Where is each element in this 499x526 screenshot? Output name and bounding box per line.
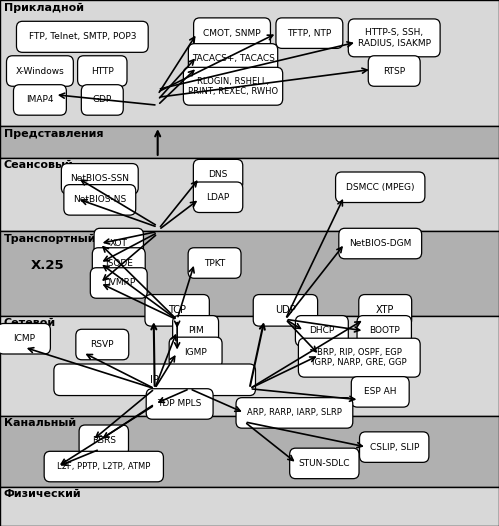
- FancyBboxPatch shape: [146, 389, 213, 419]
- Text: Транспортный: Транспортный: [4, 234, 96, 244]
- Text: RSVP: RSVP: [90, 340, 114, 349]
- Text: TFTP, NTP: TFTP, NTP: [287, 28, 331, 38]
- Text: RTSP: RTSP: [383, 66, 405, 76]
- Text: GDP: GDP: [93, 95, 112, 105]
- FancyBboxPatch shape: [194, 18, 270, 48]
- Text: RSRS: RSRS: [92, 436, 116, 445]
- FancyBboxPatch shape: [194, 182, 243, 213]
- Text: FTP, Telnet, SMTP, POP3: FTP, Telnet, SMTP, POP3: [28, 32, 136, 42]
- Bar: [0, 316, 499, 416]
- Text: Сеансовый: Сеансовый: [4, 160, 74, 170]
- Text: NetBIOS-SSN: NetBIOS-SSN: [70, 174, 129, 184]
- Text: TCP: TCP: [168, 305, 186, 316]
- Bar: [0, 416, 499, 487]
- Text: XTP: XTP: [376, 305, 394, 316]
- FancyBboxPatch shape: [61, 164, 138, 194]
- FancyBboxPatch shape: [44, 451, 164, 482]
- FancyBboxPatch shape: [339, 228, 422, 259]
- FancyBboxPatch shape: [348, 19, 440, 57]
- Text: DSMCC (MPEG): DSMCC (MPEG): [346, 183, 415, 192]
- Text: BOOTP: BOOTP: [369, 326, 400, 336]
- Bar: [0, 0, 499, 126]
- FancyBboxPatch shape: [169, 337, 222, 368]
- FancyBboxPatch shape: [94, 228, 143, 259]
- FancyBboxPatch shape: [295, 316, 348, 346]
- Text: IMAP4: IMAP4: [26, 95, 54, 105]
- FancyBboxPatch shape: [188, 248, 241, 278]
- Text: ARP, RARP, IARP, SLRP: ARP, RARP, IARP, SLRP: [247, 408, 342, 418]
- Text: ISODE: ISODE: [105, 258, 133, 268]
- Text: UDP: UDP: [275, 305, 296, 316]
- FancyBboxPatch shape: [368, 56, 420, 86]
- Text: Прикладной: Прикладной: [4, 3, 84, 13]
- FancyBboxPatch shape: [357, 316, 411, 346]
- FancyBboxPatch shape: [253, 295, 317, 326]
- Text: STUN-SDLC: STUN-SDLC: [298, 459, 350, 468]
- FancyBboxPatch shape: [236, 398, 353, 428]
- FancyBboxPatch shape: [76, 329, 129, 360]
- FancyBboxPatch shape: [64, 185, 136, 215]
- Text: TPKT: TPKT: [204, 258, 225, 268]
- Text: Физический: Физический: [4, 489, 82, 499]
- FancyBboxPatch shape: [90, 268, 147, 298]
- Text: DNS: DNS: [209, 170, 228, 179]
- Text: X.25: X.25: [30, 259, 64, 272]
- Text: DVMRP: DVMRP: [103, 278, 135, 288]
- FancyBboxPatch shape: [92, 248, 145, 278]
- Text: X-Windows: X-Windows: [15, 66, 64, 76]
- FancyBboxPatch shape: [194, 159, 243, 190]
- Text: NetBIOS-DGM: NetBIOS-DGM: [349, 239, 411, 248]
- Text: ESP AH: ESP AH: [364, 387, 397, 397]
- Text: ICMP: ICMP: [13, 334, 35, 343]
- Text: CSLIP, SLIP: CSLIP, SLIP: [370, 442, 419, 452]
- Text: BRP, RIP, OSPF, EGP
IGRP, NARP, GRE, GGP: BRP, RIP, OSPF, EGP IGRP, NARP, GRE, GGP: [312, 348, 407, 367]
- Text: Сетевой: Сетевой: [4, 318, 56, 328]
- Text: HTTP: HTTP: [91, 66, 114, 76]
- FancyBboxPatch shape: [188, 44, 277, 74]
- FancyBboxPatch shape: [81, 85, 123, 115]
- Bar: [0, 231, 499, 316]
- Text: XOT: XOT: [110, 239, 128, 248]
- FancyBboxPatch shape: [145, 295, 210, 326]
- Text: DHCP: DHCP: [309, 326, 334, 336]
- FancyBboxPatch shape: [16, 21, 148, 52]
- Text: RLOGIN, RSHELL,
PRINT, REXEC, RWHO: RLOGIN, RSHELL, PRINT, REXEC, RWHO: [188, 77, 278, 96]
- FancyBboxPatch shape: [184, 67, 282, 105]
- Text: TACACS+, TACACS: TACACS+, TACACS: [192, 54, 274, 64]
- FancyBboxPatch shape: [289, 448, 359, 479]
- FancyBboxPatch shape: [351, 377, 409, 407]
- FancyBboxPatch shape: [13, 85, 66, 115]
- Text: PIM: PIM: [188, 326, 204, 336]
- FancyBboxPatch shape: [335, 172, 425, 203]
- FancyBboxPatch shape: [54, 364, 255, 396]
- Bar: [0, 126, 499, 158]
- FancyBboxPatch shape: [359, 295, 412, 326]
- FancyBboxPatch shape: [79, 425, 128, 456]
- Text: IGMP: IGMP: [184, 348, 207, 357]
- FancyBboxPatch shape: [276, 18, 343, 48]
- FancyBboxPatch shape: [0, 323, 50, 354]
- Text: NetBIOS-NS: NetBIOS-NS: [73, 195, 126, 205]
- Bar: [0, 487, 499, 526]
- FancyBboxPatch shape: [298, 338, 420, 377]
- Text: IP: IP: [150, 375, 159, 385]
- Text: TDP MPLS: TDP MPLS: [158, 399, 202, 409]
- Text: HTTP-S, SSH,
RADIUS, ISAKMP: HTTP-S, SSH, RADIUS, ISAKMP: [358, 28, 431, 47]
- FancyBboxPatch shape: [173, 316, 219, 346]
- FancyBboxPatch shape: [6, 56, 73, 86]
- Text: Представления: Представления: [4, 129, 103, 139]
- Text: Канальный: Канальный: [4, 418, 76, 428]
- Text: LDAP: LDAP: [207, 193, 230, 202]
- Text: L2F, PPTP, L2TP, ATMP: L2F, PPTP, L2TP, ATMP: [57, 462, 151, 471]
- FancyBboxPatch shape: [359, 432, 429, 462]
- FancyBboxPatch shape: [77, 56, 127, 86]
- Text: CMOT, SNMP: CMOT, SNMP: [203, 28, 261, 38]
- Bar: [0, 158, 499, 231]
